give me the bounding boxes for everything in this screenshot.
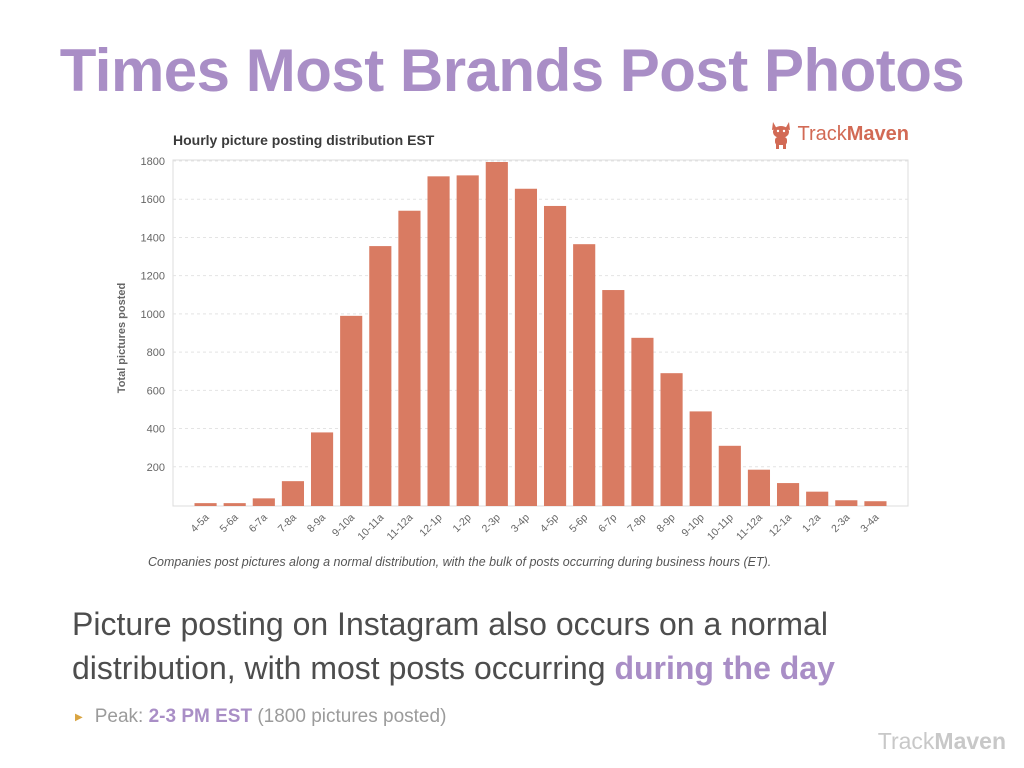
x-tick-label: 1-2a	[800, 512, 823, 535]
bar	[543, 205, 567, 506]
bar	[602, 290, 625, 506]
x-tick-label: 1-2p	[450, 512, 473, 535]
bar	[427, 176, 450, 507]
bullet-prefix: Peak:	[94, 706, 144, 727]
bar	[718, 445, 741, 506]
body-text: Picture posting on Instagram also occurs…	[72, 602, 972, 690]
bar	[747, 469, 771, 506]
x-tick-label: 5-6a	[217, 512, 240, 535]
x-tick-label: 9-10a	[330, 512, 358, 540]
x-tick-label: 9-10p	[679, 512, 707, 540]
bar	[485, 162, 508, 506]
bullet-peak-value: 2-3 PM EST	[148, 706, 253, 727]
y-tick-label: 600	[147, 385, 165, 397]
bar	[252, 498, 275, 506]
bar	[194, 503, 217, 506]
x-tick-label: 11-12a	[734, 512, 765, 543]
x-tick-label: 12-1p	[417, 512, 445, 540]
logo-text-bold: Maven	[846, 122, 909, 145]
x-tick-label: 4-5p	[538, 512, 561, 535]
x-tick-label: 2-3a	[829, 512, 852, 535]
x-tick-label: 5-6p	[567, 512, 590, 535]
bullet-arrow-icon: ▶	[75, 711, 83, 723]
bar	[573, 244, 596, 506]
x-tick-label: 8-9p	[654, 512, 677, 535]
body-text-highlight: during the day	[614, 650, 835, 686]
footer-brand: TrackMaven	[878, 728, 1006, 755]
y-tick-label: 1000	[141, 309, 165, 321]
footer-brand-light: Track	[877, 728, 935, 754]
y-tick-label: 1800	[141, 156, 165, 168]
y-tick-label: 200	[147, 462, 165, 474]
corgi-dog-icon	[772, 122, 791, 149]
y-tick-label: 1400	[141, 232, 165, 244]
x-tick-label: 2-3p	[480, 512, 503, 535]
chart-caption: Companies post pictures along a normal d…	[148, 555, 772, 569]
x-tick-label: 4-5a	[188, 512, 211, 535]
bar	[310, 432, 334, 506]
bar	[660, 373, 683, 506]
x-tick-label: 7-8a	[276, 512, 299, 535]
y-tick-label: 800	[147, 347, 165, 359]
bar	[689, 411, 712, 506]
bar	[456, 175, 479, 506]
x-tick-label: 3-4p	[509, 512, 532, 535]
plot-frame	[172, 159, 909, 507]
peak-bullet: ▶ Peak: 2-3 PM EST (1800 pictures posted…	[75, 706, 446, 728]
bar	[340, 315, 363, 506]
body-text-main: Picture posting on Instagram also occurs…	[72, 606, 828, 686]
x-tick-label: 8-9a	[305, 512, 328, 535]
bar	[835, 500, 858, 506]
y-tick-label: 400	[147, 424, 165, 436]
chart-container: Hourly picture posting distribution EST …	[110, 115, 925, 585]
x-tick-label: 6-7p	[596, 512, 619, 535]
bar	[398, 210, 421, 506]
bar	[223, 503, 246, 506]
x-tick-label: 10-11a	[355, 512, 386, 543]
bar	[864, 501, 887, 506]
trackmaven-logo: Track Maven	[768, 119, 909, 149]
x-tick-label: 11-12a	[385, 512, 416, 543]
x-tick-label: 6-7a	[247, 512, 270, 535]
y-tick-label: 1600	[141, 194, 165, 206]
bar	[806, 491, 829, 506]
slide-title: Times Most Brands Post Photos	[59, 37, 965, 104]
x-tick-label: 7-8p	[625, 512, 648, 535]
chart-title: Hourly picture posting distribution EST	[173, 132, 435, 148]
bar	[369, 246, 392, 507]
footer-brand-bold: Maven	[934, 728, 1006, 754]
bar	[281, 481, 305, 506]
bar	[776, 483, 800, 506]
x-tick-label: 10-11p	[705, 512, 736, 543]
bar	[631, 337, 654, 506]
bullet-suffix: (1800 pictures posted)	[252, 706, 447, 727]
y-axis-label: Total pictures posted	[116, 283, 128, 393]
x-tick-label: 3-4a	[858, 512, 881, 535]
logo-text-light: Track	[797, 122, 847, 145]
bar-chart: 200 400 600 800 1000 1200 1400 1600 1800 Total pi…	[116, 156, 909, 543]
bar	[514, 188, 538, 506]
y-tick-label: 1200	[141, 271, 165, 283]
x-tick-label: 12-1a	[767, 512, 795, 540]
